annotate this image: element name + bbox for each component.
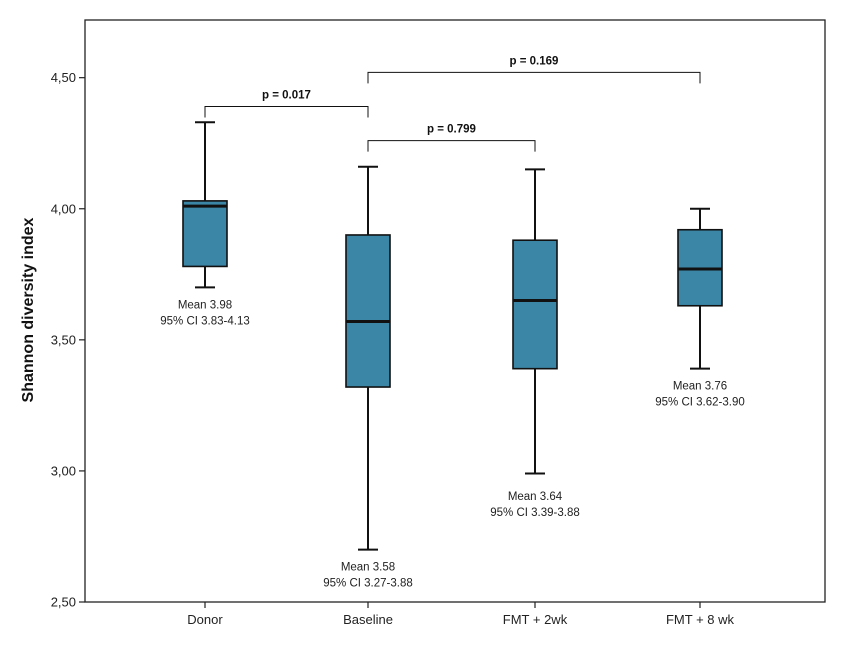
y-tick-label: 4,00 [51, 201, 76, 216]
y-axis-label: Shannon diversity index [20, 217, 37, 402]
plot-frame [84, 19, 826, 603]
box-3 [512, 168, 558, 475]
comparison-bracket: p = 0.169 [367, 55, 701, 84]
box-series [182, 121, 723, 551]
comparison-bracket: p = 0.017 [204, 90, 369, 118]
box-1 [182, 121, 228, 289]
comparison-bracket: p = 0.799 [367, 124, 536, 152]
box-4 [677, 207, 723, 370]
p-value-label: p = 0.017 [262, 90, 311, 102]
x-axis: Donor Baseline FMT + 2wk FMT + 8 wk [187, 602, 735, 627]
mean-annotation: Mean 3.64 [508, 491, 563, 503]
bracket-line [367, 71, 701, 84]
ci-annotation: 95% CI 3.83-4.13 [160, 315, 250, 327]
ci-annotation: 95% CI 3.27-3.88 [323, 578, 413, 590]
comparison-brackets: p = 0.017 p = 0.169 p = 0.799 [204, 55, 701, 152]
mean-ci-annotations: Mean 3.98 95% CI 3.83-4.13 Mean 3.58 95% CI… [160, 299, 745, 589]
mean-annotation: Mean 3.58 [341, 562, 395, 574]
x-tick-label: FMT + 2wk [503, 612, 568, 627]
x-tick-label: Donor [187, 612, 223, 627]
bracket-line [204, 106, 369, 118]
y-tick-label: 3,00 [51, 463, 76, 478]
iqr-box [182, 200, 228, 268]
x-tick-label: Baseline [343, 612, 393, 627]
y-tick-label: 2,50 [51, 595, 76, 610]
iqr-box [345, 234, 391, 388]
p-value-label: p = 0.799 [427, 124, 476, 136]
y-tick-label: 4,50 [51, 70, 76, 85]
y-tick-label: 3,50 [51, 332, 76, 347]
bracket-line [367, 140, 536, 152]
y-axis: 2,50 3,00 3,50 4,00 4,50 [51, 70, 85, 610]
ci-annotation: 95% CI 3.62-3.90 [655, 397, 745, 409]
p-value-label: p = 0.169 [510, 55, 559, 67]
box-2 [345, 165, 391, 551]
mean-annotation: Mean 3.98 [178, 299, 232, 311]
mean-annotation: Mean 3.76 [673, 381, 727, 393]
ci-annotation: 95% CI 3.39-3.88 [490, 507, 580, 519]
x-tick-label: FMT + 8 wk [666, 612, 735, 627]
iqr-box [512, 239, 558, 370]
